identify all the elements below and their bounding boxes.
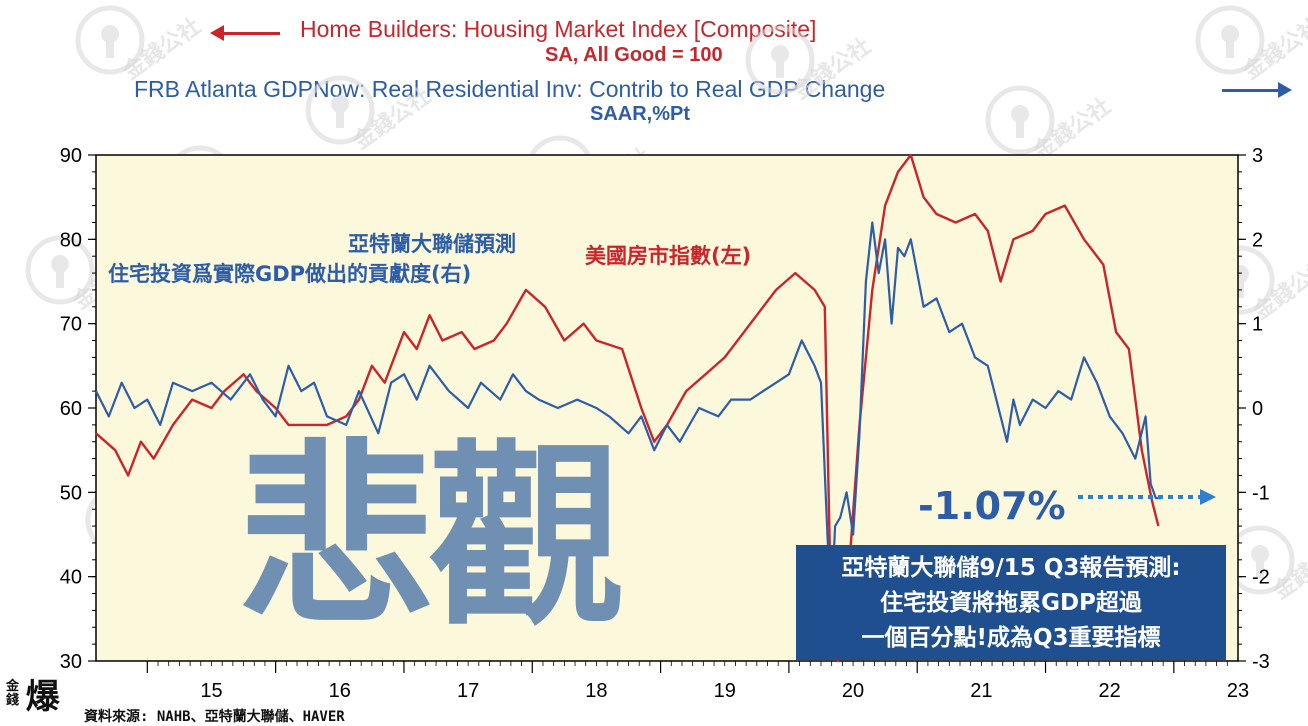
left-axis-arrow [222, 32, 280, 35]
left-tick-label: 70 [60, 314, 82, 336]
title-right: FRB Atlanta GDPNow: Real Residential Inv… [134, 76, 886, 102]
left-tick-label: 40 [60, 567, 82, 589]
watermark-text: 金錢公社 [1238, 13, 1308, 85]
left-tick-label: 50 [60, 482, 82, 504]
subtitle-left: SA, All Good = 100 [545, 44, 723, 66]
watermark-text: 金錢公社 [348, 83, 436, 155]
value-label: -1.07% [918, 484, 1066, 528]
title-left: Home Builders: Housing Market Index [Com… [300, 16, 817, 42]
right-tick-label: 2 [1252, 229, 1263, 251]
logo: 金錢 爆 [6, 677, 60, 717]
x-tick-label: 16 [329, 680, 351, 702]
right-tick-label: -3 [1252, 651, 1270, 673]
right-tick-label: -1 [1252, 482, 1270, 504]
left-axis-arrowhead [210, 25, 224, 41]
x-tick-label: 17 [457, 680, 479, 702]
source-note: 資料來源: NAHB、亞特蘭大聯儲、HAVER [84, 709, 345, 725]
series-line-housing-index [95, 153, 1160, 663]
x-tick-label: 21 [970, 680, 992, 702]
red-series-note: 美國房市指數(左) [585, 244, 752, 268]
x-tick-label: 22 [1099, 680, 1121, 702]
x-tick-label: 18 [585, 680, 607, 702]
callout-line3: 一個百分點!成為Q3重要指標 [861, 625, 1161, 651]
left-tick-label: 80 [60, 229, 82, 251]
watermark-text: 金錢公社 [118, 13, 206, 85]
left-tick-label: 30 [60, 651, 82, 673]
logo-big-text: 爆 [25, 677, 60, 717]
forecast-arrowhead [1200, 489, 1216, 505]
callout-box: 亞特蘭大聯儲9/15 Q3報告預測: 住宅投資將拖累GDP超過 一個百分點!成為… [796, 545, 1226, 660]
forecast-arrow [1078, 489, 1216, 505]
subtitle-right: SAAR,%Pt [590, 103, 691, 125]
x-tick-label: 15 [200, 680, 222, 702]
x-tick-label: 20 [842, 680, 864, 702]
series-line-gdpnow-residential [95, 221, 1161, 612]
right-axis-arrowhead [1278, 82, 1292, 98]
right-tick-label: -2 [1252, 567, 1270, 589]
x-tick-label: 19 [714, 680, 736, 702]
x-tick-label: 23 [1227, 680, 1249, 702]
series-layer [95, 153, 1161, 663]
left-tick-label: 60 [60, 398, 82, 420]
right-tick-label: 1 [1252, 314, 1263, 336]
callout-line2: 住宅投資將拖累GDP超過 [880, 590, 1142, 616]
watermark-text: 金錢公社 [788, 33, 876, 105]
blue-series-note-line1: 亞特蘭大聯儲預測 [348, 232, 516, 256]
right-axis-arrow [1222, 89, 1280, 92]
right-tick-label: 0 [1252, 398, 1263, 420]
callout-line1: 亞特蘭大聯儲9/15 Q3報告預測: [841, 555, 1181, 581]
headline-pessimistic: 悲觀 [238, 424, 624, 652]
blue-series-note-line2: 住宅投資爲實際GDP做出的貢獻度(右) [108, 262, 472, 286]
right-tick-label: 3 [1252, 145, 1263, 167]
logo-small-text: 金錢 [6, 679, 20, 708]
left-tick-label: 90 [60, 145, 82, 167]
